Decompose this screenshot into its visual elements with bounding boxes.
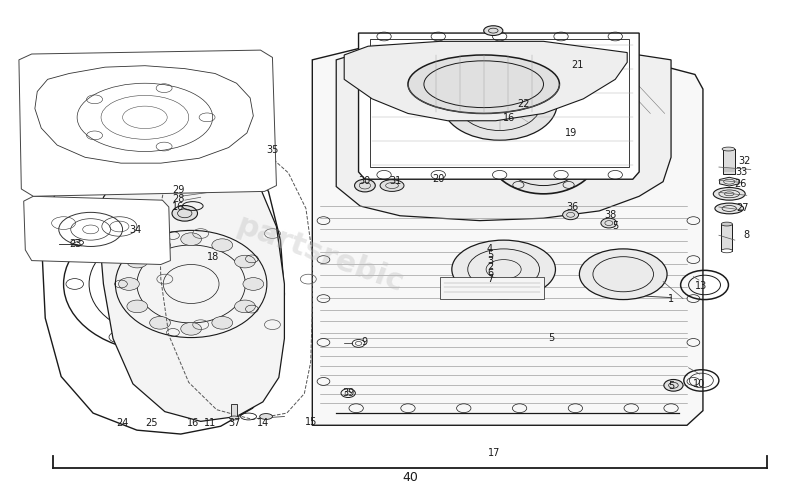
Ellipse shape xyxy=(722,147,735,151)
Text: 6: 6 xyxy=(487,268,493,278)
Text: 8: 8 xyxy=(744,230,750,240)
Text: 9: 9 xyxy=(361,338,367,347)
Text: 5: 5 xyxy=(487,250,494,260)
Text: 34: 34 xyxy=(129,225,142,235)
Text: 3: 3 xyxy=(487,256,493,266)
Ellipse shape xyxy=(118,278,139,290)
Polygon shape xyxy=(42,132,285,434)
Ellipse shape xyxy=(442,67,557,140)
Ellipse shape xyxy=(579,249,667,299)
Text: 33: 33 xyxy=(735,168,747,177)
Text: 15: 15 xyxy=(305,417,317,427)
Text: 2: 2 xyxy=(487,262,494,272)
Text: partsrebic: partsrebic xyxy=(233,211,408,298)
Ellipse shape xyxy=(714,188,745,200)
Ellipse shape xyxy=(452,240,555,298)
Ellipse shape xyxy=(234,300,255,313)
Text: 17: 17 xyxy=(488,448,500,458)
Ellipse shape xyxy=(354,179,375,192)
Polygon shape xyxy=(312,40,703,425)
Text: 22: 22 xyxy=(518,98,530,109)
Text: 27: 27 xyxy=(737,203,749,214)
Ellipse shape xyxy=(127,255,148,268)
Polygon shape xyxy=(719,177,739,186)
Text: 20: 20 xyxy=(432,174,445,184)
Text: 11: 11 xyxy=(204,418,216,428)
Polygon shape xyxy=(336,43,671,220)
Ellipse shape xyxy=(360,60,496,157)
Ellipse shape xyxy=(150,317,170,329)
Text: 30: 30 xyxy=(358,176,371,186)
Polygon shape xyxy=(344,41,627,121)
Text: 29: 29 xyxy=(172,185,185,196)
Ellipse shape xyxy=(230,416,239,420)
Text: 26: 26 xyxy=(734,179,746,189)
Text: 10: 10 xyxy=(693,379,705,389)
Text: 16: 16 xyxy=(503,113,515,123)
Ellipse shape xyxy=(172,205,198,221)
Text: 1: 1 xyxy=(668,294,674,304)
Ellipse shape xyxy=(234,255,255,268)
Ellipse shape xyxy=(380,180,404,192)
Ellipse shape xyxy=(260,414,273,419)
Text: 16: 16 xyxy=(186,418,199,428)
Ellipse shape xyxy=(562,210,578,220)
Text: 7: 7 xyxy=(487,273,494,284)
Polygon shape xyxy=(24,196,170,265)
Text: 35: 35 xyxy=(266,145,278,155)
Ellipse shape xyxy=(181,233,202,245)
Ellipse shape xyxy=(715,203,744,214)
Bar xyxy=(231,404,238,416)
Polygon shape xyxy=(19,50,277,196)
Text: 31: 31 xyxy=(389,176,402,186)
Ellipse shape xyxy=(484,26,503,35)
Text: 36: 36 xyxy=(566,202,578,212)
Text: 40: 40 xyxy=(402,471,418,485)
Ellipse shape xyxy=(150,239,170,251)
Text: 39: 39 xyxy=(342,388,354,398)
Bar xyxy=(722,224,733,251)
Text: 24: 24 xyxy=(116,418,129,428)
Bar xyxy=(440,277,543,298)
Text: 28: 28 xyxy=(172,194,185,204)
Ellipse shape xyxy=(212,239,233,251)
Ellipse shape xyxy=(408,55,559,114)
Text: 5: 5 xyxy=(548,333,554,343)
Text: 13: 13 xyxy=(695,281,707,292)
Text: 5: 5 xyxy=(668,381,674,392)
Text: 16: 16 xyxy=(172,202,185,212)
Text: 19: 19 xyxy=(565,128,577,138)
Ellipse shape xyxy=(664,379,683,391)
Text: 5: 5 xyxy=(612,220,618,230)
Text: 38: 38 xyxy=(604,210,617,220)
Text: 14: 14 xyxy=(257,418,269,428)
Text: 37: 37 xyxy=(229,418,241,428)
Text: 4: 4 xyxy=(487,245,493,254)
Ellipse shape xyxy=(488,111,599,194)
Ellipse shape xyxy=(601,218,617,228)
Bar xyxy=(723,149,735,174)
Polygon shape xyxy=(358,33,639,179)
Text: 25: 25 xyxy=(145,418,158,428)
Ellipse shape xyxy=(127,300,148,313)
Text: 32: 32 xyxy=(738,156,750,166)
Ellipse shape xyxy=(243,278,264,290)
Text: 21: 21 xyxy=(571,60,584,70)
Ellipse shape xyxy=(212,317,233,329)
Text: 23: 23 xyxy=(70,239,82,249)
Text: 18: 18 xyxy=(206,252,218,262)
Ellipse shape xyxy=(722,222,733,226)
Ellipse shape xyxy=(722,249,733,253)
Bar xyxy=(370,39,629,167)
Ellipse shape xyxy=(181,322,202,335)
Polygon shape xyxy=(98,147,285,421)
